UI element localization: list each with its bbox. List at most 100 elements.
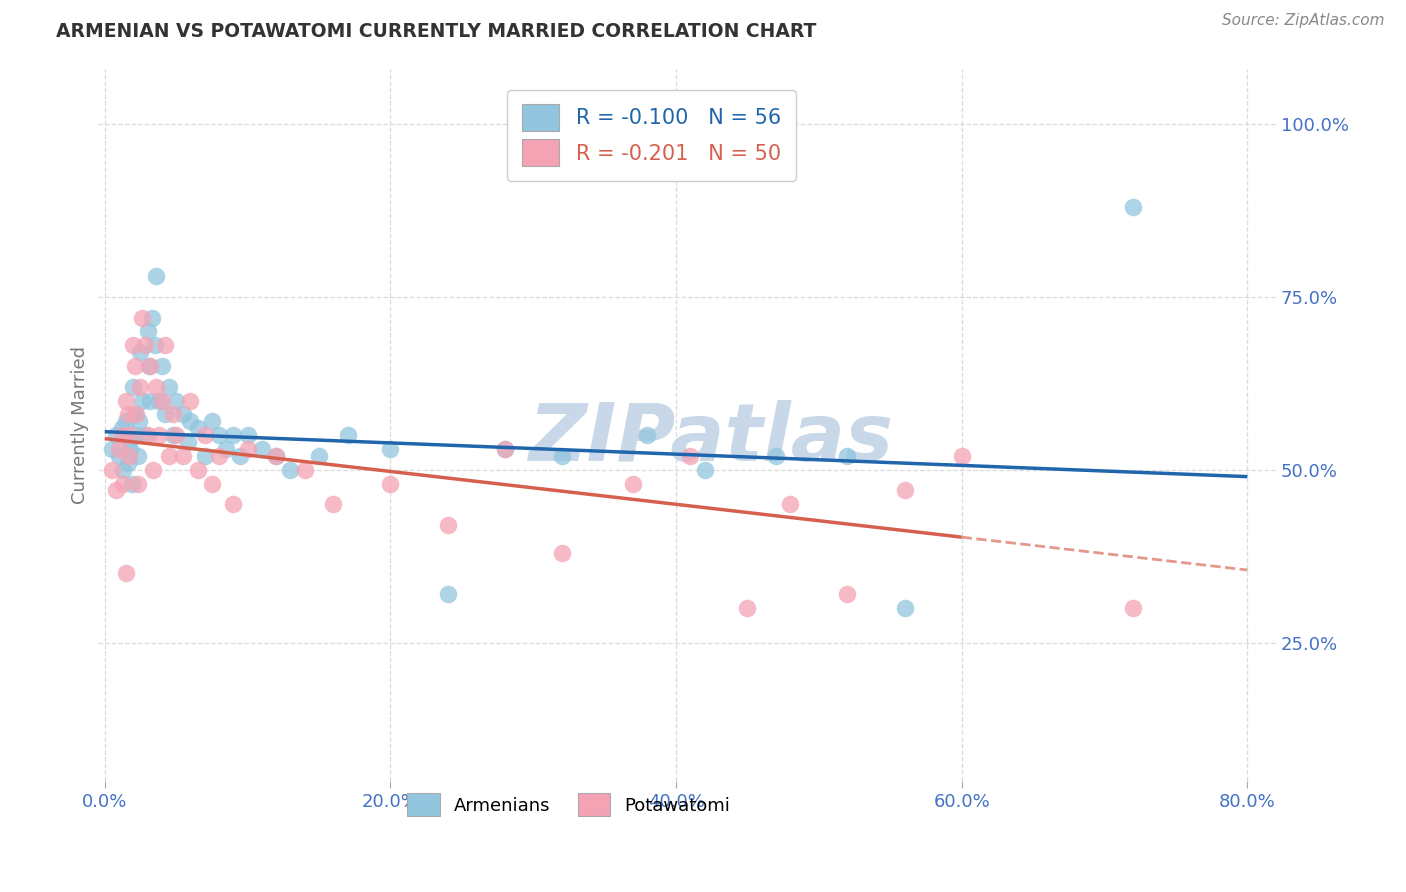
Point [380,476,402,491]
Point [136,324,159,338]
Point [120,428,142,442]
Point [264,449,287,463]
Point [131,310,153,325]
Point [187,463,209,477]
Point [101,442,124,456]
Point [165,393,187,408]
Point [737,601,759,615]
Point [134,428,156,442]
Point [141,310,163,325]
Point [157,380,180,394]
Point [765,449,787,463]
Point [1122,601,1144,615]
Point [837,449,859,463]
Point [380,442,402,456]
Point [229,449,252,463]
Point [637,428,659,442]
Point [134,338,156,352]
Point [150,393,173,408]
Point [145,268,167,283]
Point [129,380,152,394]
Point [893,601,915,615]
Point [893,483,915,498]
Point [111,428,134,442]
Point [142,463,165,477]
Text: Source: ZipAtlas.com: Source: ZipAtlas.com [1222,13,1385,29]
Point [494,442,516,456]
Point [165,428,187,442]
Point [236,428,259,442]
Point [150,359,173,373]
Point [179,414,201,428]
Point [143,338,166,352]
Point [117,408,139,422]
Point [215,442,238,456]
Point [294,463,316,477]
Point [105,483,128,498]
Point [201,476,224,491]
Point [194,428,217,442]
Point [336,428,359,442]
Point [124,359,146,373]
Point [118,449,141,463]
Point [157,449,180,463]
Point [148,428,170,442]
Point [121,476,143,491]
Point [129,345,152,359]
Point [187,421,209,435]
Point [837,587,859,601]
Point [117,456,139,470]
Point [779,497,801,511]
Point [172,449,194,463]
Point [621,476,644,491]
Point [115,414,138,428]
Text: ARMENIAN VS POTAWATOMI CURRENTLY MARRIED CORRELATION CHART: ARMENIAN VS POTAWATOMI CURRENTLY MARRIED… [56,22,817,41]
Point [153,338,176,352]
Y-axis label: Currently Married: Currently Married [72,346,89,504]
Point [264,449,287,463]
Point [122,380,145,394]
Point [101,463,124,477]
Point [179,393,201,408]
Point [679,449,702,463]
Point [1122,200,1144,214]
Point [139,359,162,373]
Point [322,497,344,511]
Point [950,449,973,463]
Point [201,414,224,428]
Point [222,497,245,511]
Point [120,442,142,456]
Point [148,393,170,408]
Point [222,428,245,442]
Point [145,380,167,394]
Point [208,449,231,463]
Point [127,476,149,491]
Point [162,428,184,442]
Point [112,476,135,491]
Point [139,393,162,408]
Point [136,428,159,442]
Point [125,428,148,442]
Point [128,414,150,428]
Point [494,442,516,456]
Point [236,442,259,456]
Point [131,393,153,408]
Point [111,421,134,435]
Point [115,393,138,408]
Text: ZIPatlas: ZIPatlas [527,400,893,478]
Legend: Armenians, Potawatomi: Armenians, Potawatomi [398,784,740,825]
Point [693,463,716,477]
Point [436,587,458,601]
Point [280,463,302,477]
Point [138,359,160,373]
Point [105,428,128,442]
Point [153,408,176,422]
Point [122,338,145,352]
Point [176,435,198,450]
Point [250,442,273,456]
Point [162,408,184,422]
Point [194,449,217,463]
Point [436,518,458,533]
Point [308,449,330,463]
Point [208,428,231,442]
